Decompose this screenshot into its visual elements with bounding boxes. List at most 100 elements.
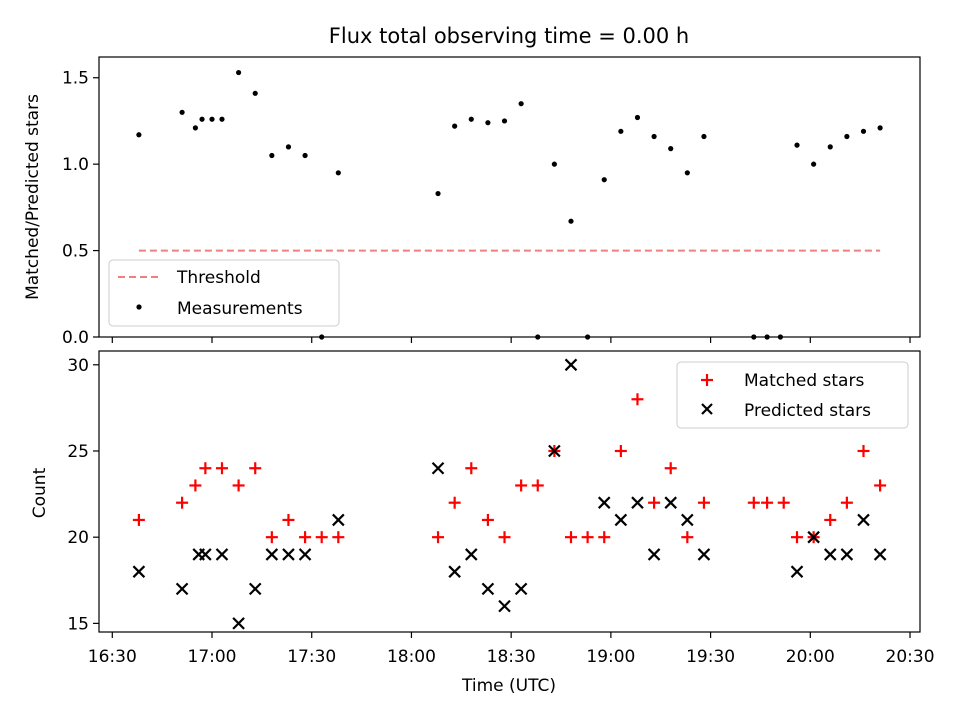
matched-star-point (614, 444, 627, 457)
predicted-star-point (823, 548, 837, 561)
predicted-star-point (232, 617, 245, 630)
top-ytick-label: 1.0 (62, 155, 89, 175)
legend-threshold-label: Threshold (176, 268, 261, 288)
top-ylabel: Matched/Predicted stars (23, 94, 43, 300)
predicted-star-point (614, 513, 628, 527)
top-legend: Threshold Measurements (108, 259, 340, 327)
measurement-point (501, 118, 508, 124)
bottom-legend: Matched stars Predicted stars (676, 361, 909, 429)
matched-star-point (176, 496, 189, 509)
matched-star-point (761, 496, 774, 509)
predicted-star-point (332, 513, 345, 527)
predicted-star-point (807, 530, 820, 544)
measurement-point (518, 101, 524, 107)
measurement-point (252, 90, 258, 96)
top-ytick-label: 0.0 (62, 328, 89, 348)
matched-star-point (664, 462, 677, 475)
legend-measurements-label: Measurements (177, 299, 303, 319)
predicted-star-point (664, 496, 677, 509)
top-ytick-label: 0.5 (62, 242, 89, 262)
measurement-point (269, 152, 275, 159)
matched-star-point (132, 513, 145, 526)
predicted-star-point (481, 582, 495, 596)
matched-star-point (648, 496, 661, 509)
measurement-point (435, 190, 441, 197)
chart-title: Flux total observing time = 0.00 h (329, 24, 689, 48)
measurement-point (860, 128, 867, 134)
matched-star-point (282, 513, 295, 526)
matched-star-point (840, 496, 853, 509)
measurement-point (844, 133, 850, 140)
matched-star-point (531, 479, 544, 492)
predicted-star-point (548, 444, 561, 458)
bottom-xtick-label: 19:30 (686, 647, 735, 667)
matched-star-point (791, 531, 804, 544)
bottom-axes-frame (98, 350, 921, 633)
predicted-star-point (873, 548, 887, 561)
bottom-panel: 15 20 25 30 16:30 17:00 17:30 18:00 18:30 19:00 19… (30, 350, 935, 696)
matched-star-point (199, 462, 212, 475)
predicted-star-point (564, 358, 578, 372)
measurement-point (811, 161, 817, 167)
matched-star-point (747, 496, 760, 509)
matched-star-point (564, 531, 577, 544)
bottom-xtick-label: 18:00 (387, 647, 436, 667)
measurement-point (701, 133, 707, 140)
measurement-point (668, 146, 674, 152)
measurement-point (136, 132, 142, 138)
predicted-star-point (857, 513, 870, 527)
matched-star-point (581, 531, 594, 544)
measurement-point (285, 144, 292, 150)
bottom-ytick-label: 30 (67, 356, 89, 376)
predicted-star-point (199, 548, 212, 561)
measurement-point (568, 218, 574, 224)
predicted-star-point (265, 548, 279, 561)
matched-star-point (332, 531, 345, 544)
measurement-point (794, 142, 800, 148)
matched-star-point (265, 531, 278, 544)
measurement-point (618, 128, 624, 134)
measurement-point (335, 170, 341, 176)
measurement-point (192, 125, 198, 131)
predicted-star-point (282, 548, 295, 561)
predicted-star-point (298, 548, 312, 561)
measurement-point (219, 116, 225, 122)
matched-star-point (777, 496, 790, 509)
bottom-ytick-label: 15 (67, 614, 89, 634)
predicted-star-point (840, 548, 854, 561)
matched-star-point (448, 496, 461, 509)
predicted-star-point (647, 548, 661, 561)
matched-star-point (232, 479, 245, 492)
measurement-point (199, 116, 205, 122)
matched-star-point (631, 393, 644, 406)
matched-star-point (465, 462, 478, 475)
predicted-star-point (448, 565, 461, 578)
measurement-point (236, 69, 242, 76)
bottom-ytick-label: 25 (67, 442, 89, 462)
predicted-star-point (132, 565, 146, 578)
bottom-legend-box (676, 361, 909, 429)
predicted-star-point (464, 548, 478, 561)
predicted-star-point (514, 582, 528, 596)
bottom-xtick-label: 20:00 (786, 647, 835, 667)
matched-star-point (874, 479, 887, 492)
measurement-point (651, 133, 657, 140)
bottom-xtick-label: 18:30 (487, 647, 536, 667)
predicted-star-point (697, 548, 711, 561)
bottom-xlabel: Time (UTC) (461, 676, 556, 696)
predicted-star-point (498, 599, 511, 613)
matched-star-point (481, 513, 494, 526)
predicted-star-point (175, 582, 189, 596)
measurement-point (877, 125, 883, 131)
top-axes-frame (98, 56, 921, 338)
predicted-star-point (431, 461, 445, 475)
bottom-xtick-label: 19:00 (586, 647, 635, 667)
measurement-point (827, 144, 833, 150)
legend-measurements-swatch (136, 304, 142, 310)
matched-star-point (857, 444, 870, 457)
bottom-ylabel: Count (30, 467, 50, 518)
predicted-star-point (215, 548, 229, 561)
measurement-point (468, 116, 474, 122)
predicted-star-point (790, 565, 804, 578)
bottom-xtick-label: 17:30 (287, 647, 336, 667)
